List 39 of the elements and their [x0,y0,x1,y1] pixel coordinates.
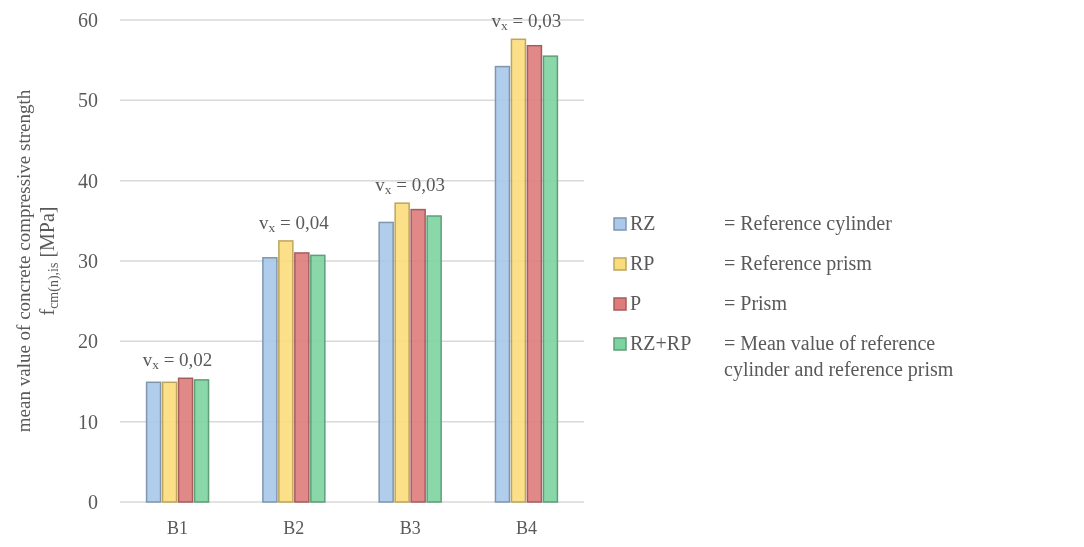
bar [278,240,294,503]
legend-label: RZ [630,212,656,234]
text: = Reference cylinder [724,212,893,235]
bar [510,38,527,503]
bar [145,381,162,503]
annotation: v$_{x}$ = 0,03 [375,174,445,198]
x-tick-label: B4 [515,518,537,538]
x-tick-label: B2 [283,518,305,538]
annotation: v$_{x}$ = 0,04 [259,211,330,236]
y-tick-label: 60 [78,9,98,31]
bar [378,221,394,503]
bar [310,254,326,503]
bar [494,65,511,503]
bar [526,44,543,503]
y-tick-label: 40 [78,169,98,192]
bar [542,55,559,503]
y-tick-label: 0 [88,491,98,513]
x-tick-label: B1 [167,518,189,538]
bar [394,202,410,503]
bar [410,208,426,503]
bar [262,257,278,503]
y-tick-label: 20 [78,330,98,353]
bar [294,252,310,503]
legend-label: P [630,292,642,314]
y-tick-label: 30 [78,250,98,272]
legend-label: RP [630,252,655,274]
x-tick-label: B3 [399,518,421,538]
bar [193,379,210,503]
bar [161,381,178,503]
text: = Reference prism [724,252,873,275]
bar [426,215,442,503]
bar [177,377,194,503]
y-tick-label: 10 [78,410,98,433]
legend-label: RZ+RP [630,332,692,354]
text: = Mean value of reference cylinder and reference prism [724,332,954,381]
annotation: v$_{x}$ = 0,02 [142,349,213,373]
text: = Prism [724,292,788,314]
y-tick-label: 50 [78,89,98,112]
annotation: v$_{x}$ = 0,03 [491,10,562,34]
